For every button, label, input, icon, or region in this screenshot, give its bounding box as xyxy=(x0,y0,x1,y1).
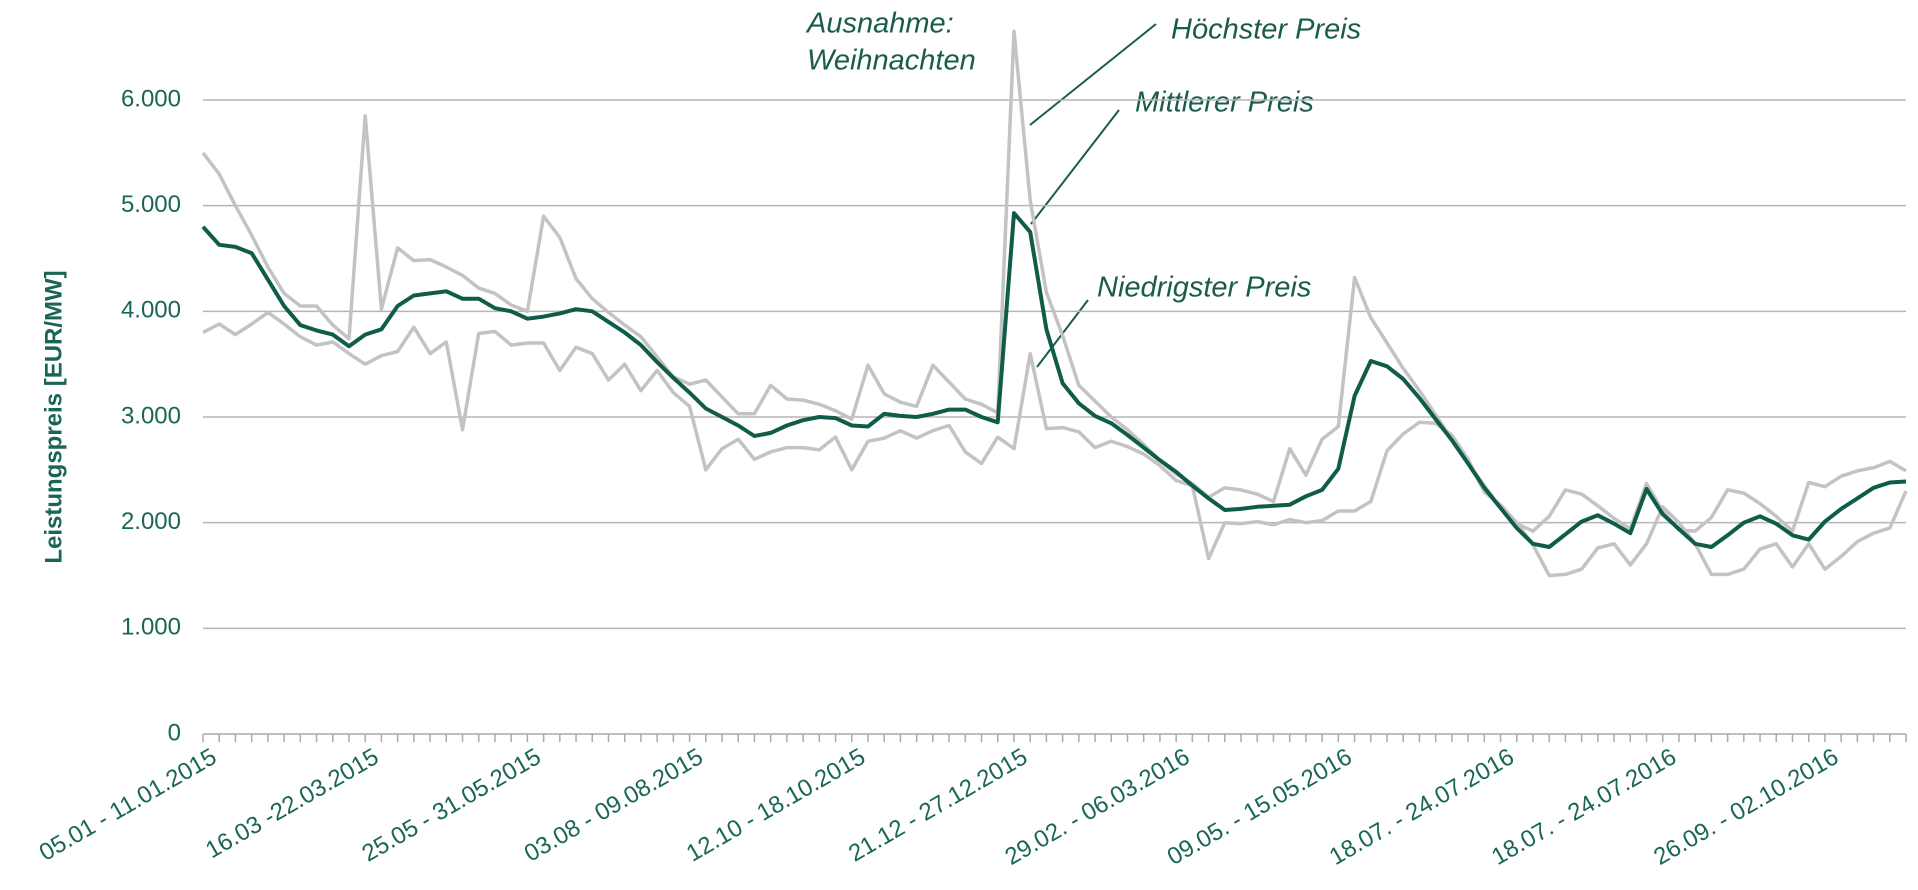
x-tick-label: 03.08 - 09.08.2015 xyxy=(520,743,708,867)
leader-line xyxy=(1029,23,1157,126)
leader-line xyxy=(1030,109,1120,225)
series-line xyxy=(201,29,1907,533)
annotation: Ausnahme: xyxy=(805,8,954,40)
y-tick-label: 4.000 xyxy=(121,297,181,324)
series-label: Höchster Preis xyxy=(1171,14,1361,46)
y-axis-label: Leistungspreis [EUR/MW] xyxy=(40,270,67,563)
y-tick-label: 2.000 xyxy=(121,508,181,535)
y-tick-label: 6.000 xyxy=(121,85,181,112)
series-line xyxy=(201,211,1907,549)
y-tick-label: 5.000 xyxy=(121,191,181,218)
x-tick-label: 05.01 - 11.01.2015 xyxy=(35,743,221,866)
y-tick-label: 0 xyxy=(168,719,181,746)
series-label: Mittlerer Preis xyxy=(1135,87,1314,119)
y-tick-label: 3.000 xyxy=(121,402,181,429)
x-tick-label: 12.10 - 18.10.2015 xyxy=(682,743,870,867)
x-tick-label: 16.03 -22.03.2015 xyxy=(201,743,383,864)
y-tick-label: 1.000 xyxy=(121,614,181,641)
x-tick-label: 25.05 - 31.05.2015 xyxy=(358,743,546,867)
series-label: Niedrigster Preis xyxy=(1097,272,1311,304)
series-line xyxy=(202,310,1908,578)
annotation: Weihnachten xyxy=(807,45,976,77)
